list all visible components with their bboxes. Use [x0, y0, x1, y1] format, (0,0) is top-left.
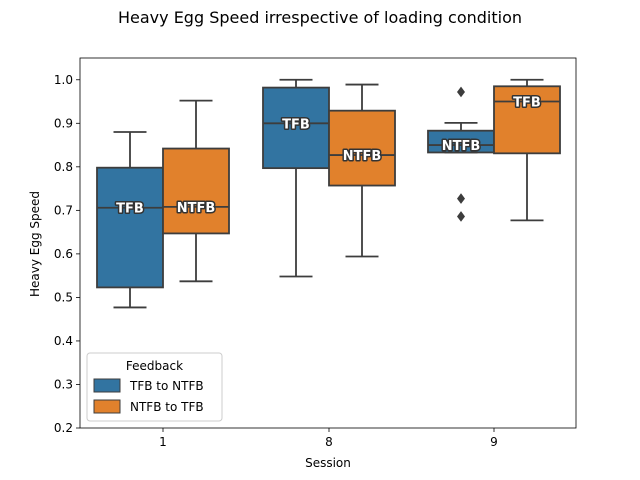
y-tick-label: 0.9: [54, 116, 73, 130]
y-tick-label: 1.0: [54, 73, 73, 87]
x-tick-label: 1: [159, 435, 167, 449]
box-label: TFB: [116, 202, 144, 217]
y-tick-label: 0.2: [54, 421, 73, 435]
box-label: NTFB: [343, 149, 382, 164]
box-ntfb-to-tfb: [493, 85, 561, 155]
box-tfb-to-ntfb: [262, 86, 330, 170]
legend-swatch: [93, 378, 121, 393]
box-label: NTFB: [177, 201, 216, 216]
legend-frame: [86, 352, 223, 422]
chart-title: Heavy Egg Speed irrespective of loading …: [118, 8, 522, 27]
box-ntfb-to-tfb: [162, 147, 230, 235]
x-tick-label: 8: [325, 435, 333, 449]
y-tick-label: 0.8: [54, 160, 73, 174]
legend: Feedback TFB to NTFB NTFB to TFB: [86, 352, 223, 422]
y-tick-label: 0.3: [54, 377, 73, 391]
legend-entry: NTFB to TFB: [130, 400, 204, 414]
box-label: TFB: [513, 96, 541, 111]
box-label: TFB: [282, 117, 310, 132]
legend-entry: TFB to NTFB: [129, 379, 204, 393]
box-ntfb-to-tfb: [328, 109, 396, 187]
legend-swatch: [93, 399, 121, 414]
plot-frame: [79, 57, 577, 429]
x-axis-label: Session: [305, 456, 351, 470]
box-label: NTFB: [442, 139, 481, 154]
box-tfb-to-ntfb: [96, 166, 164, 289]
legend-title: Feedback: [126, 359, 183, 373]
y-tick-label: 0.4: [54, 334, 73, 348]
y-tick-label: 0.6: [54, 247, 73, 261]
y-tick-label: 0.7: [54, 203, 73, 217]
outlier-point: [457, 211, 465, 222]
y-tick-label: 0.5: [54, 290, 73, 304]
x-tick-label: 9: [490, 435, 498, 449]
outlier-point: [457, 193, 465, 204]
outlier-point: [457, 86, 465, 98]
y-axis-label: Heavy Egg Speed: [28, 191, 42, 297]
